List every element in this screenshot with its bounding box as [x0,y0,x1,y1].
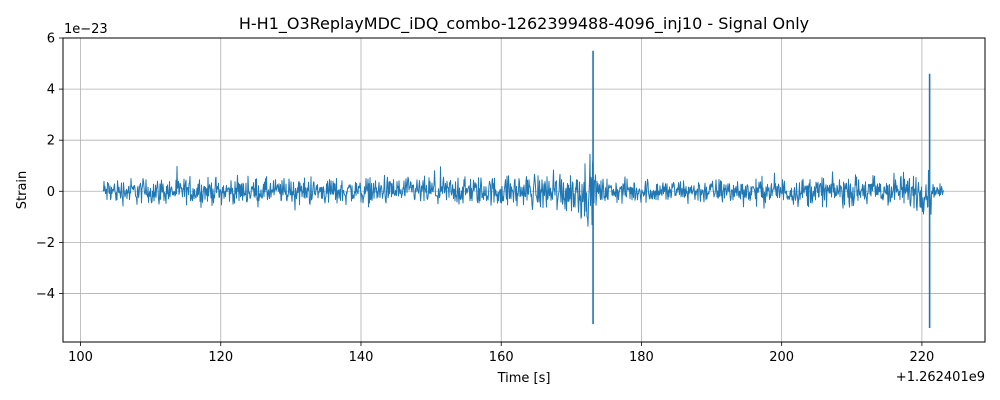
y-scale-label: 1e−23 [64,22,108,37]
y-tick-label: −4 [36,287,55,302]
chart-title: H-H1_O3ReplayMDC_iDQ_combo-1262399488-40… [239,14,809,34]
strain-series-line [102,153,945,227]
x-axis: 100 120 140 160 180 200 220 [68,342,934,365]
y-tick-label: 2 [47,134,55,149]
y-tick-label: 4 [47,83,55,98]
y-axis-label: Strain [15,171,30,210]
plot-frame [62,37,986,343]
x-tick-label: 100 [68,350,93,365]
x-axis-label: Time [s] [497,371,551,386]
y-tick-label: 0 [47,185,55,200]
y-tick-label: −2 [36,236,55,251]
x-tick-label: 200 [769,350,794,365]
y-axis: −4 −2 0 2 4 6 [36,32,63,302]
x-tick-label: 220 [909,350,934,365]
x-tick-label: 160 [489,350,514,365]
x-tick-label: 120 [208,350,233,365]
x-tick-label: 140 [349,350,374,365]
series-group [102,50,945,328]
x-offset-label: +1.262401e9 [896,370,985,385]
y-tick-label: 6 [47,32,55,47]
x-tick-label: 180 [629,350,654,365]
